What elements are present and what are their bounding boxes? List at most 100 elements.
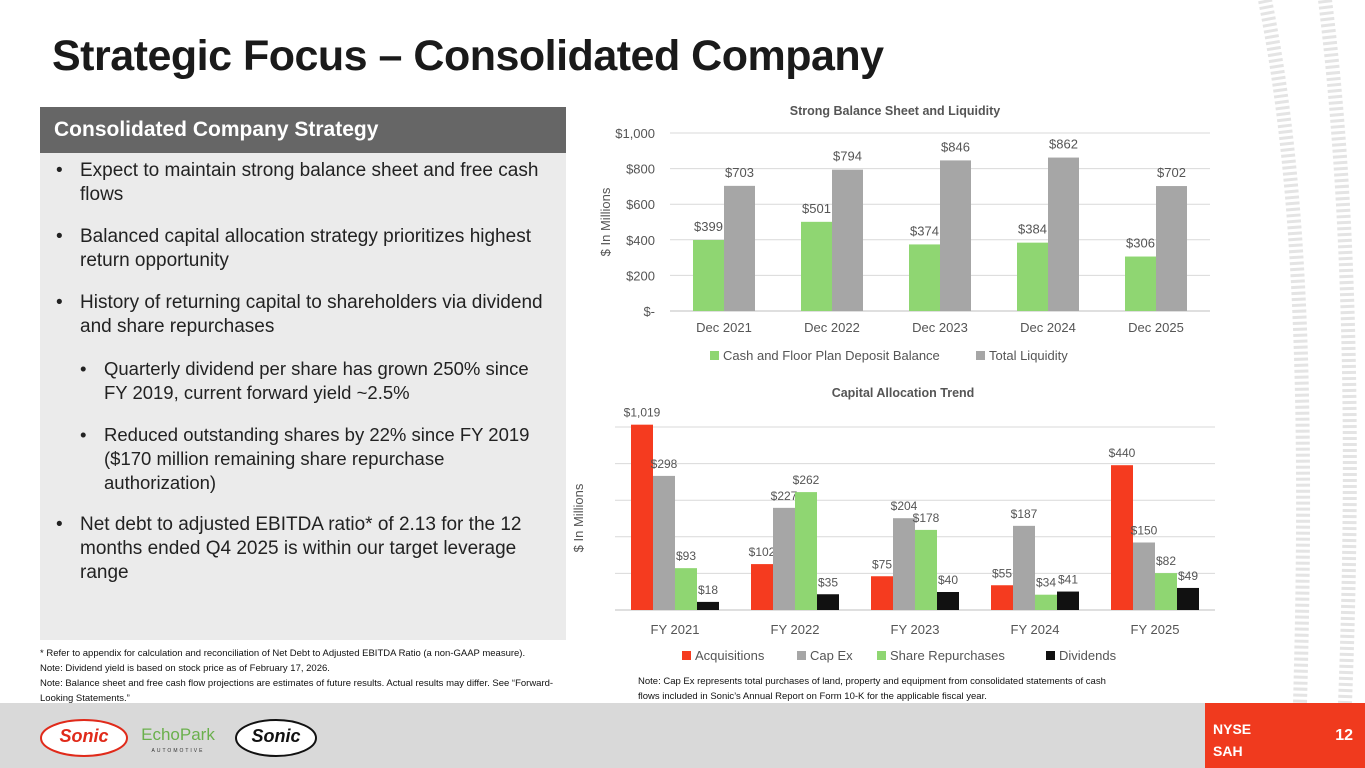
data-label: $501 [802,201,831,216]
svg-text:EchoPark: EchoPark [141,725,215,744]
chart-title: Strong Balance Sheet and Liquidity [790,104,1000,118]
footer-bar [0,703,1365,768]
bar-acquisitions [871,576,893,610]
bar-total-liquidity [724,185,755,311]
y-axis-label: $ In Millions [571,483,586,552]
bar-share-repurchases [675,568,697,610]
legend-swatch [710,351,719,360]
bar-acquisitions [631,424,653,610]
strategy-bullet: • Expect to maintain strong balance sheet… [54,159,554,207]
y-tick-label: $1,000 [615,126,655,141]
strategy-bullet: • Reduced outstanding shares by 22% since… [78,423,554,495]
page-number: 12 [1335,727,1353,744]
brand-logos: Sonic EchoPark AUTOMOTIVE Sonic [40,719,317,757]
data-label: $187 [1011,507,1038,521]
data-label: $18 [698,583,718,597]
bar-acquisitions [751,564,773,610]
svg-text:AUTOMOTIVE: AUTOMOTIVE [152,748,205,754]
legend-swatch [877,651,886,660]
footnote: * Refer to appendix for calculation and … [40,648,526,659]
strategy-bullet: • History of returning capital to shareho… [54,291,554,339]
bar-share-repurchases [795,492,817,610]
data-label: $93 [676,549,696,563]
x-tick-label: Dec 2021 [696,320,752,335]
y-tick-label: $200 [626,268,655,283]
bullet-text: Quarterly dividend per share has grown 2… [104,358,529,403]
bullet-icon: • [56,160,63,181]
strategy-bullet: • Balanced capital allocation strategy pr… [54,225,554,273]
data-label: $55 [992,566,1012,580]
legend-label: Cap Ex [810,648,853,663]
data-label: $440 [1109,446,1136,460]
strategy-bullet: • Quarterly dividend per share has grown … [78,357,554,405]
data-label: $75 [872,557,892,571]
legend-label: Dividends [1059,648,1117,663]
data-label: $703 [725,165,754,180]
legend-label: Share Repurchases [890,648,1005,663]
ticker-box: NYSE SAH 12 [1205,703,1365,768]
chart-title: Capital Allocation Trend [832,386,975,400]
x-tick-label: FY 2021 [651,622,700,637]
bar-share-repurchases [1155,573,1177,610]
data-label: $40 [938,573,958,587]
y-axis-label: $ In Millions [598,187,613,256]
bar-dividends [1177,587,1199,610]
data-label: $34 [1036,576,1056,590]
bullet-icon: • [80,358,87,379]
bar-dividends [1057,591,1079,610]
bullet-icon: • [56,226,63,247]
bar-cap-ex [1133,542,1155,610]
bar-cap-ex [893,518,915,610]
legend-label: Acquisitions [695,648,765,663]
bullet-text: Balanced capital allocation strategy pri… [80,226,531,271]
y-tick-label: $- [643,304,655,319]
bullet-text: Reduced outstanding shares by 22% since … [104,424,530,493]
bar-acquisitions [1111,465,1133,610]
bar-cap-ex [1013,525,1035,610]
bar-cash-and-floor-plan-deposit-balance [693,239,724,311]
strategy-bullet: • Net debt to adjusted EBITDA ratio* of 2… [54,513,554,585]
data-label: $862 [1049,137,1078,152]
footnote-capex: Note: Cap Ex represents total purchases … [638,676,1106,702]
data-label: $178 [913,511,940,525]
svg-text:Sonic: Sonic [59,726,108,746]
data-label: $846 [941,139,970,154]
data-label: $702 [1157,165,1186,180]
bar-total-liquidity [940,160,971,311]
bar-cash-and-floor-plan-deposit-balance [909,244,940,311]
y-tick-label: $800 [626,162,655,177]
strategy-panel: Consolidated Company Strategy • Expect to… [40,107,566,640]
data-label: $262 [793,473,820,487]
bullet-text: Expect to maintain strong balance sheet … [80,160,539,205]
bar-cash-and-floor-plan-deposit-balance [801,221,832,311]
bar-total-liquidity [832,169,863,311]
legend-swatch [976,351,985,360]
x-tick-label: FY 2025 [1131,622,1180,637]
data-label: $1,019 [624,406,661,420]
bar-dividends [697,601,719,610]
bar-dividends [817,594,839,610]
data-label: $204 [891,499,918,513]
x-tick-label: FY 2023 [891,622,940,637]
y-tick-label: $400 [626,233,655,248]
data-label: $384 [1018,222,1047,237]
data-label: $399 [694,219,723,234]
bullet-icon: • [56,514,63,535]
x-tick-label: Dec 2022 [804,320,860,335]
y-tick-label: $600 [626,197,655,212]
data-label: $298 [651,457,678,471]
page-title: Strategic Focus – Consolidated Company [52,32,884,80]
data-label: $306 [1126,236,1155,251]
bar-cash-and-floor-plan-deposit-balance [1125,256,1156,311]
bullet-icon: • [56,292,63,313]
footnote: Note: Dividend yield is based on stock p… [40,663,330,674]
data-label: $102 [749,545,776,559]
data-label: $41 [1058,573,1078,587]
data-label: $374 [910,223,939,238]
legend-swatch [682,651,691,660]
x-tick-label: Dec 2025 [1128,320,1184,335]
footnotes-left: * Refer to appendix for calculation and … [40,646,580,706]
bar-total-liquidity [1156,186,1187,311]
legend-swatch [1046,651,1055,660]
data-label: $794 [833,149,862,164]
